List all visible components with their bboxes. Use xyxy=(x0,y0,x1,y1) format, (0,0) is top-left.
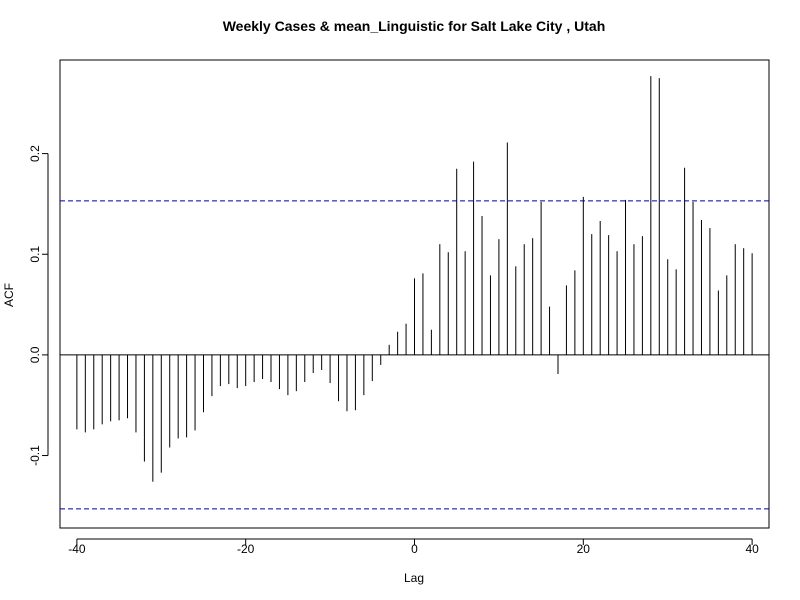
x-axis: -40 -20 0 20 40 xyxy=(68,538,759,556)
x-tick-label: 20 xyxy=(577,542,591,556)
y-tick-label: 0.0 xyxy=(28,346,42,363)
y-tick-label: -0.1 xyxy=(28,445,42,466)
plot-box xyxy=(59,59,770,529)
x-tick-label: -20 xyxy=(237,542,255,556)
y-axis: -0.1 0.0 0.1 0.2 xyxy=(28,145,49,466)
x-tick-label: 40 xyxy=(745,542,759,556)
x-tick-label: 0 xyxy=(411,542,418,556)
y-axis-label: ACF xyxy=(2,283,16,307)
chart-title: Weekly Cases & mean_Linguistic for Salt … xyxy=(223,18,606,34)
x-tick-label: -40 xyxy=(68,542,86,556)
y-tick-label: 0.1 xyxy=(28,246,42,263)
acf-bars xyxy=(76,76,753,482)
x-axis-label: Lag xyxy=(404,571,424,585)
y-tick-label: 0.2 xyxy=(28,145,42,162)
